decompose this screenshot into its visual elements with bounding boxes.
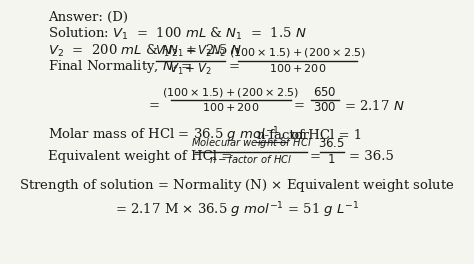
Text: $\it{Molecular\ weight\ of\ HCl}$: $\it{Molecular\ weight\ of\ HCl}$ <box>191 136 311 150</box>
Text: $V_1N_1+V_2N_2$: $V_1N_1+V_2N_2$ <box>155 44 226 59</box>
Text: Strength of solution = Normality (N) $\times$ Equivalent weight solute: Strength of solution = Normality (N) $\t… <box>19 177 455 194</box>
Text: $36.5$: $36.5$ <box>318 137 345 150</box>
Text: Final Normality, $N_f$ =: Final Normality, $N_f$ = <box>47 58 191 75</box>
Text: $100 + 200$: $100 + 200$ <box>269 62 326 74</box>
Text: $1$: $1$ <box>328 153 336 166</box>
Text: Answer: (D): Answer: (D) <box>47 11 128 23</box>
Text: n-factor: n-factor <box>256 129 309 142</box>
Text: of HCl = 1: of HCl = 1 <box>287 129 363 142</box>
Text: Molar mass of HCl = 36.5 $g$ $mol^{-1}$,: Molar mass of HCl = 36.5 $g$ $mol^{-1}$, <box>47 125 285 145</box>
Text: =: = <box>310 150 320 163</box>
Text: =: = <box>228 60 239 73</box>
Text: $V_1+V_2$: $V_1+V_2$ <box>169 62 212 77</box>
Text: = 36.5: = 36.5 <box>349 150 394 163</box>
Text: $100 + 200$: $100 + 200$ <box>202 101 260 114</box>
Text: Solution: $V_1$  =  100 $mL$ & $N_1$  =  1.5 $N$: Solution: $V_1$ = 100 $mL$ & $N_1$ = 1.5… <box>47 26 306 42</box>
Text: =: = <box>293 99 304 112</box>
Text: $(100 \times 1.5) + (200 \times 2.5)$: $(100 \times 1.5) + (200 \times 2.5)$ <box>229 46 366 59</box>
Text: =: = <box>148 99 159 112</box>
Text: $\it{n-factor\ of\ HCl}$: $\it{n-factor\ of\ HCl}$ <box>210 153 293 165</box>
Text: $V_2$  =  200 $mL$ & $N_2$  =  2.5 $N$: $V_2$ = 200 $mL$ & $N_2$ = 2.5 $N$ <box>47 43 242 59</box>
Text: = 2.17 $N$: = 2.17 $N$ <box>344 99 404 113</box>
Text: Equivalent weight of HCl =: Equivalent weight of HCl = <box>47 150 236 163</box>
Text: $(100 \times 1.5) + (200 \times 2.5)$: $(100 \times 1.5) + (200 \times 2.5)$ <box>162 86 300 98</box>
Text: = 2.17 M $\times$ 36.5 $g$ $mol^{-1}$ = 51 $g$ $L^{-1}$: = 2.17 M $\times$ 36.5 $g$ $mol^{-1}$ = … <box>115 201 359 220</box>
Text: $300$: $300$ <box>313 101 337 114</box>
Text: $650$: $650$ <box>313 86 337 98</box>
